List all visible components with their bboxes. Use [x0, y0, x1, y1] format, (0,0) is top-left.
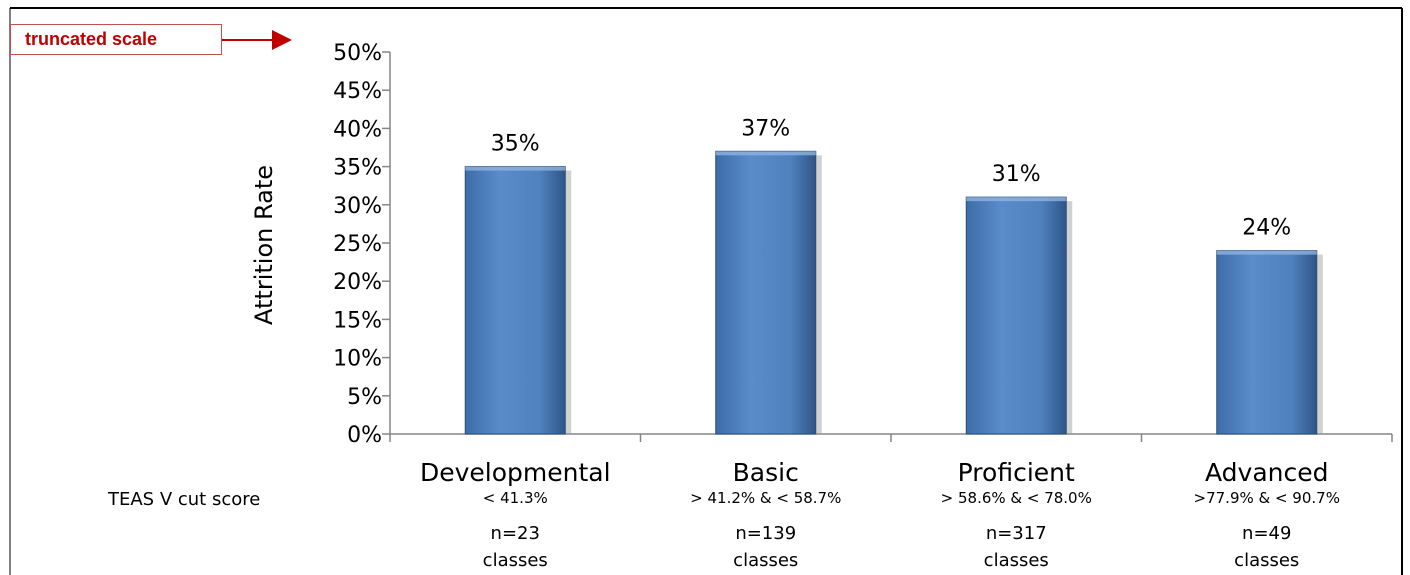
y-tick-label: 0% [347, 423, 382, 448]
bars-group [464, 150, 1323, 435]
class-unit: classes [733, 550, 798, 571]
class-count: n=317 [986, 523, 1047, 544]
category-label: Developmental [420, 458, 611, 487]
y-axis-label: Attrition Rate [250, 165, 278, 325]
data-label: 37% [741, 116, 790, 141]
row-label-cut-score: TEAS V cut score [107, 489, 260, 510]
class-unit: classes [1234, 550, 1299, 571]
class-count: n=23 [491, 523, 540, 544]
y-tick-label: 45% [333, 79, 382, 104]
y-tick-label: 30% [333, 194, 382, 219]
cut-score-range: >77.9% & < 90.7% [1194, 489, 1340, 507]
data-label: 35% [491, 132, 540, 157]
category-label: Advanced [1205, 458, 1329, 487]
cut-score-range: > 41.2% & < 58.7% [690, 489, 841, 507]
category-label: Proficient [958, 458, 1075, 487]
y-tick-label: 25% [333, 232, 382, 257]
category-label: Basic [733, 458, 799, 487]
class-unit: classes [984, 550, 1049, 571]
cut-score-range: > 58.6% & < 78.0% [941, 489, 1092, 507]
bar-basic [715, 150, 817, 435]
bar-advanced [1216, 250, 1318, 435]
data-label: 31% [992, 162, 1041, 187]
truncated-scale-callout: truncated scale [10, 24, 222, 55]
y-tick-label: 5% [347, 385, 382, 410]
y-tick-label: 35% [333, 156, 382, 181]
bar-top-bevel [1216, 250, 1317, 255]
y-tick-label: 15% [333, 308, 382, 333]
data-label: 24% [1242, 216, 1291, 241]
bar-proficient [965, 196, 1067, 435]
bar-top-bevel [966, 197, 1067, 202]
bar-top-bevel [465, 166, 566, 171]
class-count: n=49 [1242, 523, 1291, 544]
y-tick-label: 20% [333, 270, 382, 295]
class-count: n=139 [735, 523, 796, 544]
bar-top-bevel [715, 151, 816, 156]
y-tick-label: 50% [333, 41, 382, 66]
class-unit: classes [483, 550, 548, 571]
y-tick-label: 40% [333, 117, 382, 142]
labels-group: 35% Developmental < 41.3% n=23 classes 37% Bas… [420, 116, 1340, 571]
y-tick-label: 10% [333, 347, 382, 372]
bar-developmental [464, 166, 566, 435]
cut-score-range: < 41.3% [483, 489, 548, 507]
